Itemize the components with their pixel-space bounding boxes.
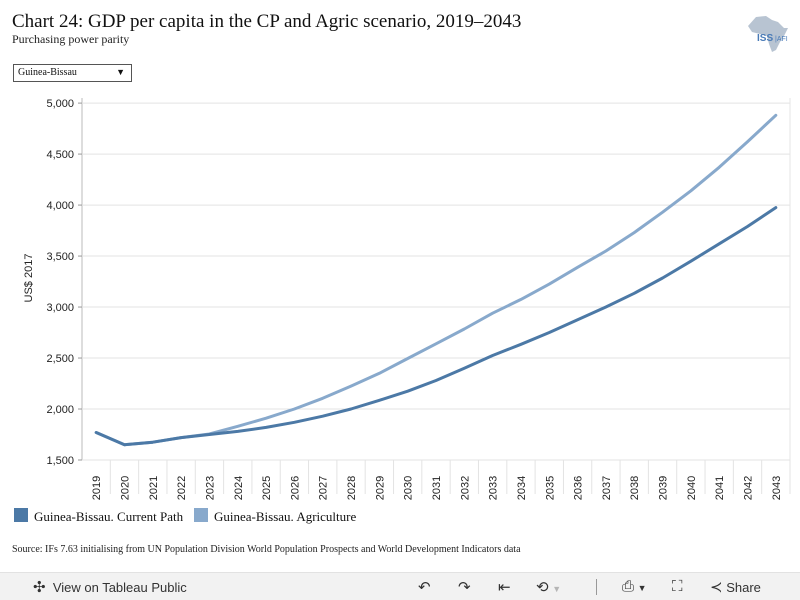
- legend-label-current-path: Guinea-Bissau. Current Path: [34, 509, 184, 524]
- x-tick-label: 2042: [743, 476, 755, 500]
- revert-icon: ⇤: [498, 579, 511, 596]
- x-tick-label: 2037: [601, 476, 613, 500]
- line-chart: 1,500 2,000 2,500 3,000 3,500 4,000 4,500 5,000…: [23, 98, 791, 500]
- x-axis-ticks: 2019 2020 2021 2022 2023 2024 2025 2026 2027 2028…: [91, 460, 791, 500]
- chart-title: Chart 24: GDP per capita in the CP and A…: [12, 11, 522, 32]
- undo-icon: ↶: [418, 579, 431, 596]
- x-tick-label: 2035: [544, 476, 556, 500]
- y-axis-ticks: 1,500 2,000 2,500 3,000 3,500 4,000 4,500 5,000: [46, 98, 82, 467]
- refresh-icon: ⟲: [536, 579, 549, 596]
- x-tick-label: 2020: [119, 476, 131, 500]
- y-tick-label: 4,500: [46, 149, 74, 161]
- redo-button[interactable]: ↷: [458, 578, 471, 596]
- country-filter-dropdown[interactable]: Guinea-Bissau ▼: [13, 64, 132, 82]
- source-note: Source: IFs 7.63 initialising from UN Po…: [12, 544, 521, 555]
- view-on-tableau-button[interactable]: ✣ View on Tableau Public: [33, 578, 187, 596]
- x-tick-label: 2043: [771, 476, 783, 500]
- share-label: Share: [726, 580, 761, 595]
- y-tick-label: 1,500: [46, 455, 74, 467]
- chevron-down-icon: ▼: [552, 584, 562, 594]
- series-lines: [94, 113, 778, 447]
- redo-icon: ↷: [458, 579, 471, 596]
- download-icon: ⎙: [622, 578, 635, 595]
- download-button[interactable]: ⎙ ▼: [622, 578, 647, 595]
- fullscreen-icon: ⛶: [672, 578, 683, 595]
- view-on-tableau-label: View on Tableau Public: [52, 580, 187, 595]
- x-tick-label: 2038: [629, 476, 641, 500]
- x-tick-label: 2022: [176, 476, 188, 500]
- refresh-button[interactable]: ⟲ ▼: [536, 578, 561, 596]
- y-tick-label: 2,000: [46, 404, 74, 416]
- iss-africa-logo: ISS |AFI: [748, 16, 788, 52]
- share-button[interactable]: ≺ Share: [710, 578, 761, 596]
- legend-item-current-path[interactable]: Guinea-Bissau. Current Path: [14, 508, 183, 525]
- legend-label-agriculture: Guinea-Bissau. Agriculture: [214, 509, 357, 524]
- x-tick-label: 2028: [346, 476, 358, 500]
- x-tick-label: 2031: [431, 476, 443, 500]
- tableau-logo-icon: ✣: [33, 579, 46, 596]
- fullscreen-button[interactable]: ⛶: [672, 578, 683, 595]
- series-line-current-path: [94, 206, 778, 447]
- legend-swatch-current-path: [14, 508, 28, 522]
- x-tick-label: 2024: [233, 476, 245, 500]
- x-tick-label: 2025: [261, 476, 273, 500]
- x-tick-label: 2026: [289, 476, 301, 500]
- legend-swatch-agriculture: [194, 508, 208, 522]
- y-tick-label: 3,000: [46, 302, 74, 314]
- legend-item-agriculture[interactable]: Guinea-Bissau. Agriculture: [194, 508, 356, 525]
- x-tick-label: 2034: [516, 476, 528, 500]
- svg-text:ISS: ISS: [757, 33, 773, 44]
- svg-text:|AFI: |AFI: [775, 36, 788, 43]
- y-tick-label: 3,500: [46, 251, 74, 263]
- country-filter-value: Guinea-Bissau: [18, 67, 77, 78]
- x-tick-label: 2021: [148, 476, 160, 500]
- revert-button[interactable]: ⇤: [498, 578, 511, 596]
- x-tick-label: 2032: [459, 476, 471, 500]
- x-tick-label: 2036: [573, 476, 585, 500]
- toolbar-divider: [596, 579, 597, 595]
- x-tick-label: 2027: [318, 476, 330, 500]
- x-tick-label: 2041: [714, 476, 726, 500]
- x-tick-label: 2019: [91, 476, 103, 500]
- x-tick-label: 2039: [658, 476, 670, 500]
- chart-subtitle: Purchasing power parity: [12, 32, 130, 46]
- tableau-toolbar: ✣ View on Tableau Public ↶ ↷ ⇤ ⟲ ▼ ⎙ ▼ ⛶…: [0, 572, 800, 600]
- x-tick-label: 2033: [488, 476, 500, 500]
- y-tick-label: 2,500: [46, 353, 74, 365]
- grid-lines: [81, 98, 791, 461]
- undo-button[interactable]: ↶: [418, 578, 431, 596]
- africa-map-icon: [748, 16, 788, 52]
- chevron-down-icon: ▼: [116, 67, 125, 77]
- chevron-down-icon: ▼: [637, 583, 647, 593]
- series-line-agriculture: [94, 113, 778, 447]
- y-tick-label: 5,000: [46, 98, 74, 110]
- y-tick-label: 4,000: [46, 200, 74, 212]
- x-tick-label: 2029: [374, 476, 386, 500]
- share-icon: ≺: [710, 579, 723, 596]
- x-tick-label: 2023: [204, 476, 216, 500]
- x-tick-label: 2030: [403, 476, 415, 500]
- x-tick-label: 2040: [686, 476, 698, 500]
- y-axis-label: US$ 2017: [23, 254, 35, 303]
